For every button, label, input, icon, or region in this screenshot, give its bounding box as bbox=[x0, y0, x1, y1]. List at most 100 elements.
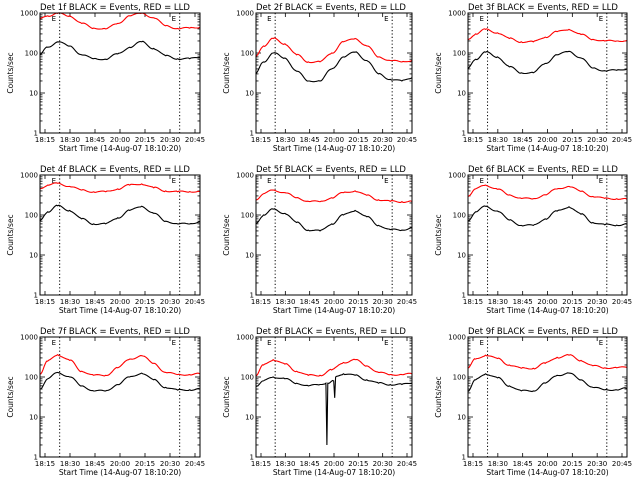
x-tick-label: 18:15 bbox=[463, 460, 483, 468]
plot-frame bbox=[255, 174, 413, 296]
x-tick-label: 20:15 bbox=[135, 298, 155, 306]
event-marker-label: E bbox=[599, 339, 603, 347]
x-axis-label: Start Time (14-Aug-07 18:10:20) bbox=[59, 306, 181, 315]
event-marker-label: E bbox=[267, 15, 271, 23]
y-tick-label: 100 bbox=[241, 212, 254, 220]
x-tick-label: 18:15 bbox=[35, 136, 55, 144]
y-tick-label: 1000 bbox=[20, 334, 38, 342]
series-line-events bbox=[39, 204, 200, 226]
x-tick-label: 20:00 bbox=[537, 298, 557, 306]
panel-title: Det 1f BLACK = Events, RED = LLD bbox=[40, 3, 190, 13]
series-line-lld bbox=[39, 182, 200, 193]
y-tick-label: 1 bbox=[462, 130, 466, 138]
panel-3: Det 3f BLACK = Events, RED = LLD 1 10 100 10… bbox=[434, 3, 632, 153]
x-tick-label: 20:30 bbox=[373, 298, 393, 306]
x-tick-label: 18:30 bbox=[488, 136, 508, 144]
x-axis-label: Start Time (14-Aug-07 18:10:20) bbox=[273, 468, 395, 477]
x-tick-label: 20:45 bbox=[397, 298, 417, 306]
plot-frame bbox=[255, 336, 413, 458]
series-line-events bbox=[255, 51, 413, 83]
event-marker-label: E bbox=[267, 177, 271, 185]
y-tick-label: 1000 bbox=[20, 172, 38, 180]
y-tick-label: 1000 bbox=[236, 172, 254, 180]
x-tick-label: 18:15 bbox=[463, 136, 483, 144]
y-axis-label: Counts/sec bbox=[434, 52, 443, 93]
panel-9: Det 9f BLACK = Events, RED = LLD 1 10 100 10… bbox=[434, 327, 632, 477]
y-tick-label: 100 bbox=[25, 212, 38, 220]
series-line-lld bbox=[467, 354, 627, 370]
y-tick-label: 10 bbox=[457, 414, 466, 422]
x-tick-label: 20:15 bbox=[135, 460, 155, 468]
x-tick-label: 18:45 bbox=[300, 460, 320, 468]
panel-title: Det 6f BLACK = Events, RED = LLD bbox=[468, 165, 618, 175]
y-tick-label: 100 bbox=[25, 50, 38, 58]
event-marker-label: E bbox=[384, 15, 388, 23]
panel-6: Det 6f BLACK = Events, RED = LLD 1 10 100 10… bbox=[434, 165, 632, 315]
x-tick-label: 20:45 bbox=[185, 460, 205, 468]
y-tick-label: 1000 bbox=[236, 10, 254, 18]
x-tick-label: 18:45 bbox=[513, 136, 533, 144]
x-tick-label: 20:45 bbox=[397, 460, 417, 468]
panel-1: Det 1f BLACK = Events, RED = LLD 1 10 100 10… bbox=[6, 3, 205, 153]
x-tick-label: 20:45 bbox=[612, 298, 632, 306]
x-tick-label: 20:30 bbox=[160, 460, 180, 468]
event-marker-label: E bbox=[480, 177, 484, 185]
series-line-lld bbox=[255, 358, 412, 377]
x-tick-label: 20:15 bbox=[348, 136, 368, 144]
series-line-lld bbox=[467, 184, 627, 200]
series-line-events bbox=[39, 40, 200, 61]
series-line-events bbox=[39, 371, 200, 392]
x-tick-label: 20:15 bbox=[348, 460, 368, 468]
event-marker-label: E bbox=[599, 15, 603, 23]
x-tick-label: 20:45 bbox=[185, 298, 205, 306]
x-tick-label: 18:15 bbox=[35, 298, 55, 306]
x-tick-label: 20:15 bbox=[562, 136, 582, 144]
series-line-lld bbox=[255, 37, 412, 64]
series-line-lld bbox=[39, 12, 200, 30]
x-tick-label: 20:30 bbox=[587, 136, 607, 144]
x-tick-label: 20:00 bbox=[110, 298, 130, 306]
x-tick-label: 20:00 bbox=[324, 136, 344, 144]
x-tick-label: 20:00 bbox=[110, 460, 130, 468]
y-tick-label: 100 bbox=[453, 50, 466, 58]
x-axis-label: Start Time (14-Aug-07 18:10:20) bbox=[59, 144, 181, 153]
series-line-events bbox=[467, 50, 627, 75]
x-tick-label: 20:15 bbox=[135, 136, 155, 144]
event-marker-label: E bbox=[172, 15, 176, 23]
y-tick-label: 10 bbox=[29, 252, 38, 260]
x-tick-label: 18:30 bbox=[60, 298, 80, 306]
x-tick-label: 20:30 bbox=[160, 298, 180, 306]
x-tick-label: 20:30 bbox=[587, 298, 607, 306]
event-marker-label: E bbox=[52, 177, 56, 185]
x-tick-label: 20:45 bbox=[612, 136, 632, 144]
x-tick-label: 20:45 bbox=[397, 136, 417, 144]
panel-2: Det 2f BLACK = Events, RED = LLD 1 10 100 10… bbox=[222, 3, 417, 153]
y-tick-label: 100 bbox=[241, 50, 254, 58]
y-axis-label: Counts/sec bbox=[6, 214, 15, 255]
x-tick-label: 20:00 bbox=[537, 136, 557, 144]
x-tick-label: 18:30 bbox=[488, 298, 508, 306]
x-axis-label: Start Time (14-Aug-07 18:10:20) bbox=[486, 144, 608, 153]
y-tick-label: 100 bbox=[241, 374, 254, 382]
y-tick-label: 1000 bbox=[236, 334, 254, 342]
x-tick-label: 18:45 bbox=[300, 136, 320, 144]
x-tick-label: 18:45 bbox=[513, 460, 533, 468]
y-tick-label: 1 bbox=[250, 292, 254, 300]
y-axis-label: Counts/sec bbox=[6, 52, 15, 93]
panel-title: Det 2f BLACK = Events, RED = LLD bbox=[256, 3, 406, 13]
event-marker-label: E bbox=[384, 177, 388, 185]
y-tick-label: 10 bbox=[245, 414, 254, 422]
y-tick-label: 1 bbox=[34, 292, 38, 300]
y-axis-label: Counts/sec bbox=[434, 214, 443, 255]
y-tick-label: 10 bbox=[245, 90, 254, 98]
panel-title: Det 5f BLACK = Events, RED = LLD bbox=[256, 165, 406, 175]
plot-frame bbox=[467, 336, 628, 458]
panel-title: Det 9f BLACK = Events, RED = LLD bbox=[468, 327, 618, 337]
x-tick-label: 20:30 bbox=[160, 136, 180, 144]
x-tick-label: 18:15 bbox=[251, 298, 271, 306]
x-tick-label: 18:30 bbox=[275, 136, 295, 144]
event-marker-label: E bbox=[52, 15, 56, 23]
event-marker-label: E bbox=[52, 339, 56, 347]
x-tick-label: 20:00 bbox=[324, 460, 344, 468]
